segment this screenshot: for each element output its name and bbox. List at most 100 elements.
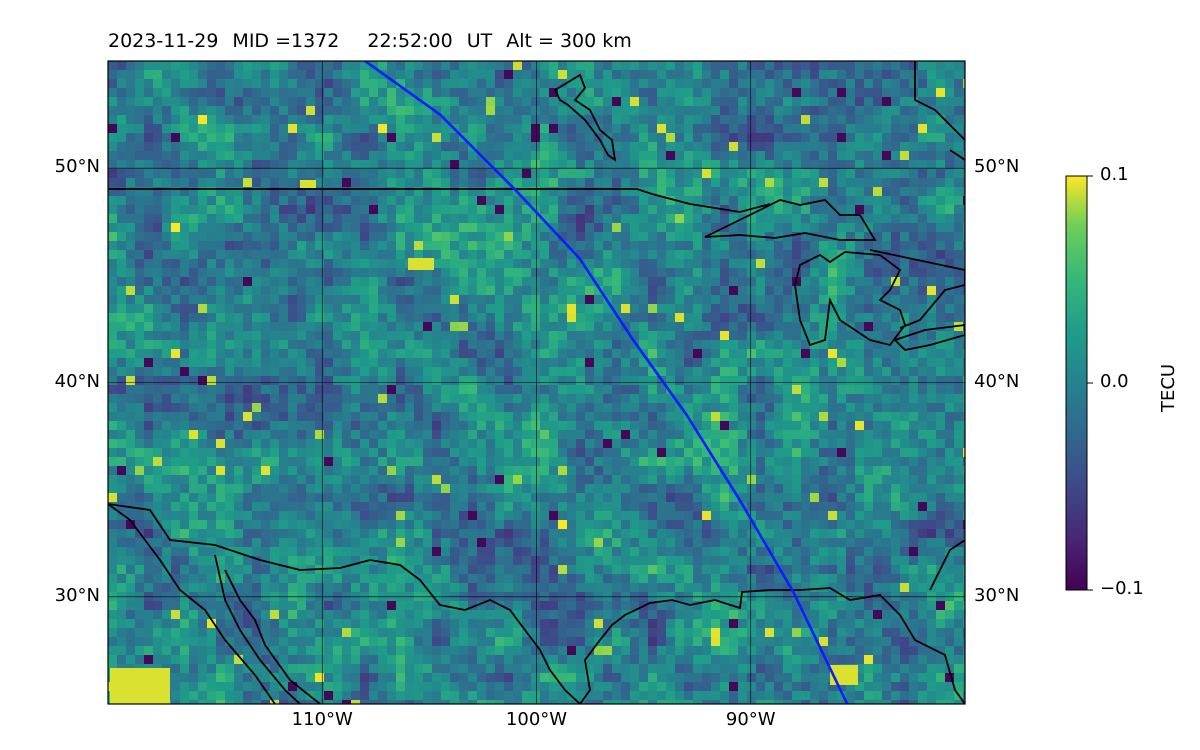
heatmap-cell [729,331,739,341]
heatmap-cell [171,403,181,413]
heatmap-cell [576,133,586,143]
heatmap-cell [360,502,370,512]
heatmap-cell [567,367,577,377]
heatmap-cell [252,61,262,71]
heatmap-cell [477,196,487,206]
heatmap-cell [108,124,118,134]
heatmap-cell [234,232,244,242]
heatmap-cell [954,250,964,260]
heatmap-cell [459,61,469,71]
heatmap-cell [522,160,532,170]
heatmap-cell [477,223,487,233]
heatmap-cell [396,286,406,296]
heatmap-cell [891,97,901,107]
heatmap-cell [387,520,397,530]
heatmap-cell [297,88,307,98]
heatmap-cell [756,106,766,116]
heatmap-cell [432,160,442,170]
heatmap-cell [963,475,965,485]
heatmap-cell [675,421,685,431]
heatmap-cell [369,511,379,521]
heatmap-cell [594,421,604,431]
heatmap-cell [693,331,703,341]
heatmap-cell [306,286,316,296]
heatmap-cell [900,259,910,269]
heatmap-cell [873,88,883,98]
heatmap-cell [576,313,586,323]
heatmap-cell [117,331,127,341]
heatmap-cell [963,385,965,395]
heatmap-cell [693,286,703,296]
heatmap-cell [531,322,541,332]
heatmap-cell [324,412,334,422]
heatmap-cell [306,133,316,143]
heatmap-cell [729,457,739,467]
heatmap-cell [117,412,127,422]
heatmap-cell [756,124,766,134]
heatmap-cell [936,259,946,269]
heatmap-cell [729,196,739,206]
heatmap-cell [234,277,244,287]
heatmap-cell [693,322,703,332]
heatmap-cell [477,349,487,359]
heatmap-cell [792,367,802,377]
heatmap-cell [810,430,820,440]
heatmap-cell [216,241,226,251]
heatmap-cell [765,250,775,260]
heatmap-cell [315,466,325,476]
heatmap-cell [621,493,631,503]
heatmap-cell [594,97,604,107]
heatmap-cell [657,142,667,152]
heatmap-cell [396,376,406,386]
heatmap-cell [855,169,865,179]
heatmap-cell [153,151,163,161]
heatmap-cell [198,178,208,188]
heatmap-cell [225,286,235,296]
heatmap-cell [432,223,442,233]
heatmap-cell [954,268,964,278]
heatmap-cell [216,493,226,503]
heatmap-cell [117,268,127,278]
heatmap-cell [405,331,415,341]
heatmap-cell [693,502,703,512]
heatmap-cell [387,304,397,314]
heatmap-cell [918,124,928,134]
heatmap-cell [360,124,370,134]
heatmap-cell [351,502,361,512]
heatmap-cell [324,430,334,440]
heatmap-cell [153,277,163,287]
heatmap-cell [351,313,361,323]
heatmap-cell [558,340,568,350]
heatmap-cell [945,97,955,107]
heatmap-cell [882,97,892,107]
heatmap-cell [837,358,847,368]
heatmap-cell [936,169,946,179]
heatmap-cell [873,331,883,341]
heatmap-cell [423,133,433,143]
heatmap-cell [954,169,964,179]
heatmap-cell [828,169,838,179]
heatmap-cell [180,133,190,143]
heatmap-cell [558,385,568,395]
heatmap-cell [414,187,424,197]
heatmap-cell [369,376,379,386]
heatmap-cell [936,151,946,161]
heatmap-cell [864,187,874,197]
heatmap-cell [387,403,397,413]
heatmap-cell [405,340,415,350]
heatmap-cell [423,466,433,476]
heatmap-cell [243,160,253,170]
heatmap-cell [117,322,127,332]
heatmap-cell [873,340,883,350]
heatmap-cell [504,106,514,116]
heatmap-cell [666,169,676,179]
heatmap-cell [927,178,937,188]
heatmap-cell [837,205,847,215]
heatmap-cell [900,79,910,89]
heatmap-cell [171,61,181,71]
heatmap-cell [459,259,469,269]
heatmap-cell [864,475,874,485]
heatmap-cell [153,313,163,323]
heatmap-cell [666,466,676,476]
heatmap-cell [837,385,847,395]
